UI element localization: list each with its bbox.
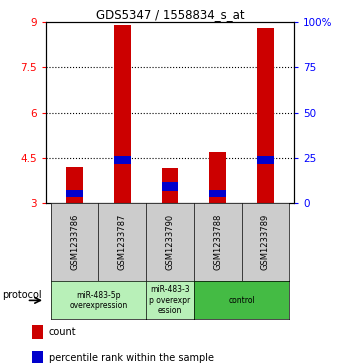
Text: GSM1233789: GSM1233789 xyxy=(261,214,270,270)
Bar xyxy=(162,182,178,191)
Bar xyxy=(209,189,226,197)
Text: GSM1233787: GSM1233787 xyxy=(118,214,127,270)
Text: GSM1233790: GSM1233790 xyxy=(166,214,174,270)
Bar xyxy=(32,325,44,339)
Bar xyxy=(66,189,83,197)
Bar xyxy=(257,28,274,203)
Bar xyxy=(32,351,44,363)
Bar xyxy=(66,167,83,203)
Text: miR-483-5p
overexpression: miR-483-5p overexpression xyxy=(69,291,128,310)
Bar xyxy=(114,156,131,164)
Title: GDS5347 / 1558834_s_at: GDS5347 / 1558834_s_at xyxy=(96,8,244,21)
Bar xyxy=(114,25,131,203)
Bar xyxy=(162,168,178,203)
Text: count: count xyxy=(49,327,76,337)
Bar xyxy=(209,152,226,203)
Text: miR-483-3
p overexpr
ession: miR-483-3 p overexpr ession xyxy=(149,285,191,315)
Text: protocol: protocol xyxy=(2,290,42,300)
Text: GSM1233788: GSM1233788 xyxy=(213,214,222,270)
Text: GSM1233786: GSM1233786 xyxy=(70,214,79,270)
Text: control: control xyxy=(228,296,255,305)
Bar xyxy=(257,156,274,164)
Text: percentile rank within the sample: percentile rank within the sample xyxy=(49,353,214,363)
